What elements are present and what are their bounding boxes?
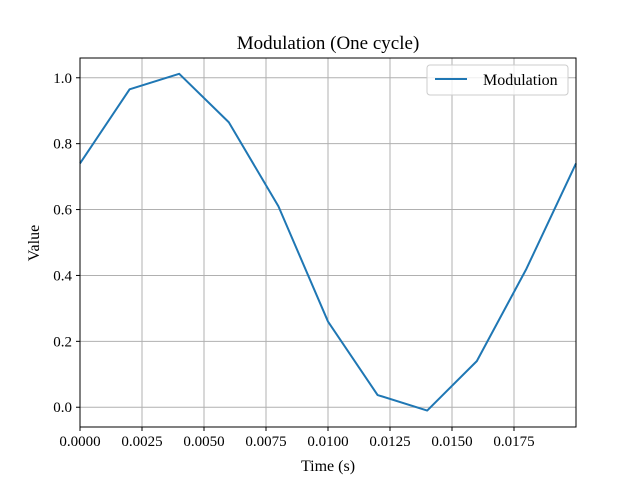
y-tick-label: 1.0 — [53, 71, 72, 87]
x-tick-label: 0.0050 — [183, 434, 224, 450]
axis-ticks: 0.0000 0.0025 0.0050 0.0075 0.0100 0.0125 0.01… — [53, 71, 534, 450]
y-axis-label: Value — [26, 225, 43, 261]
legend-label: Modulation — [483, 72, 558, 89]
y-tick-label: 0.2 — [53, 334, 72, 350]
y-tick-label: 0.6 — [53, 203, 72, 219]
x-tick-label: 0.0100 — [307, 434, 348, 450]
series-line — [79, 72, 577, 412]
x-tick-label: 0.0075 — [245, 434, 286, 450]
y-tick-label: 0.4 — [53, 268, 72, 284]
x-tick-label: 0.0150 — [431, 434, 472, 450]
x-axis-label: Time (s) — [301, 458, 355, 475]
x-tick-label: 0.0025 — [121, 434, 162, 450]
y-tick-label: 0.8 — [53, 137, 72, 153]
legend: Modulation — [426, 64, 569, 96]
x-tick-label: 0.0125 — [369, 434, 410, 450]
chart-title: Modulation (One cycle) — [237, 33, 420, 54]
y-tick-label: 0.0 — [53, 400, 72, 416]
grid-lines — [79, 58, 576, 427]
series-layer — [79, 72, 577, 412]
x-tick-label: 0.0175 — [493, 434, 534, 450]
x-tick-label: 0.0000 — [59, 434, 100, 450]
legend-box — [426, 64, 569, 96]
